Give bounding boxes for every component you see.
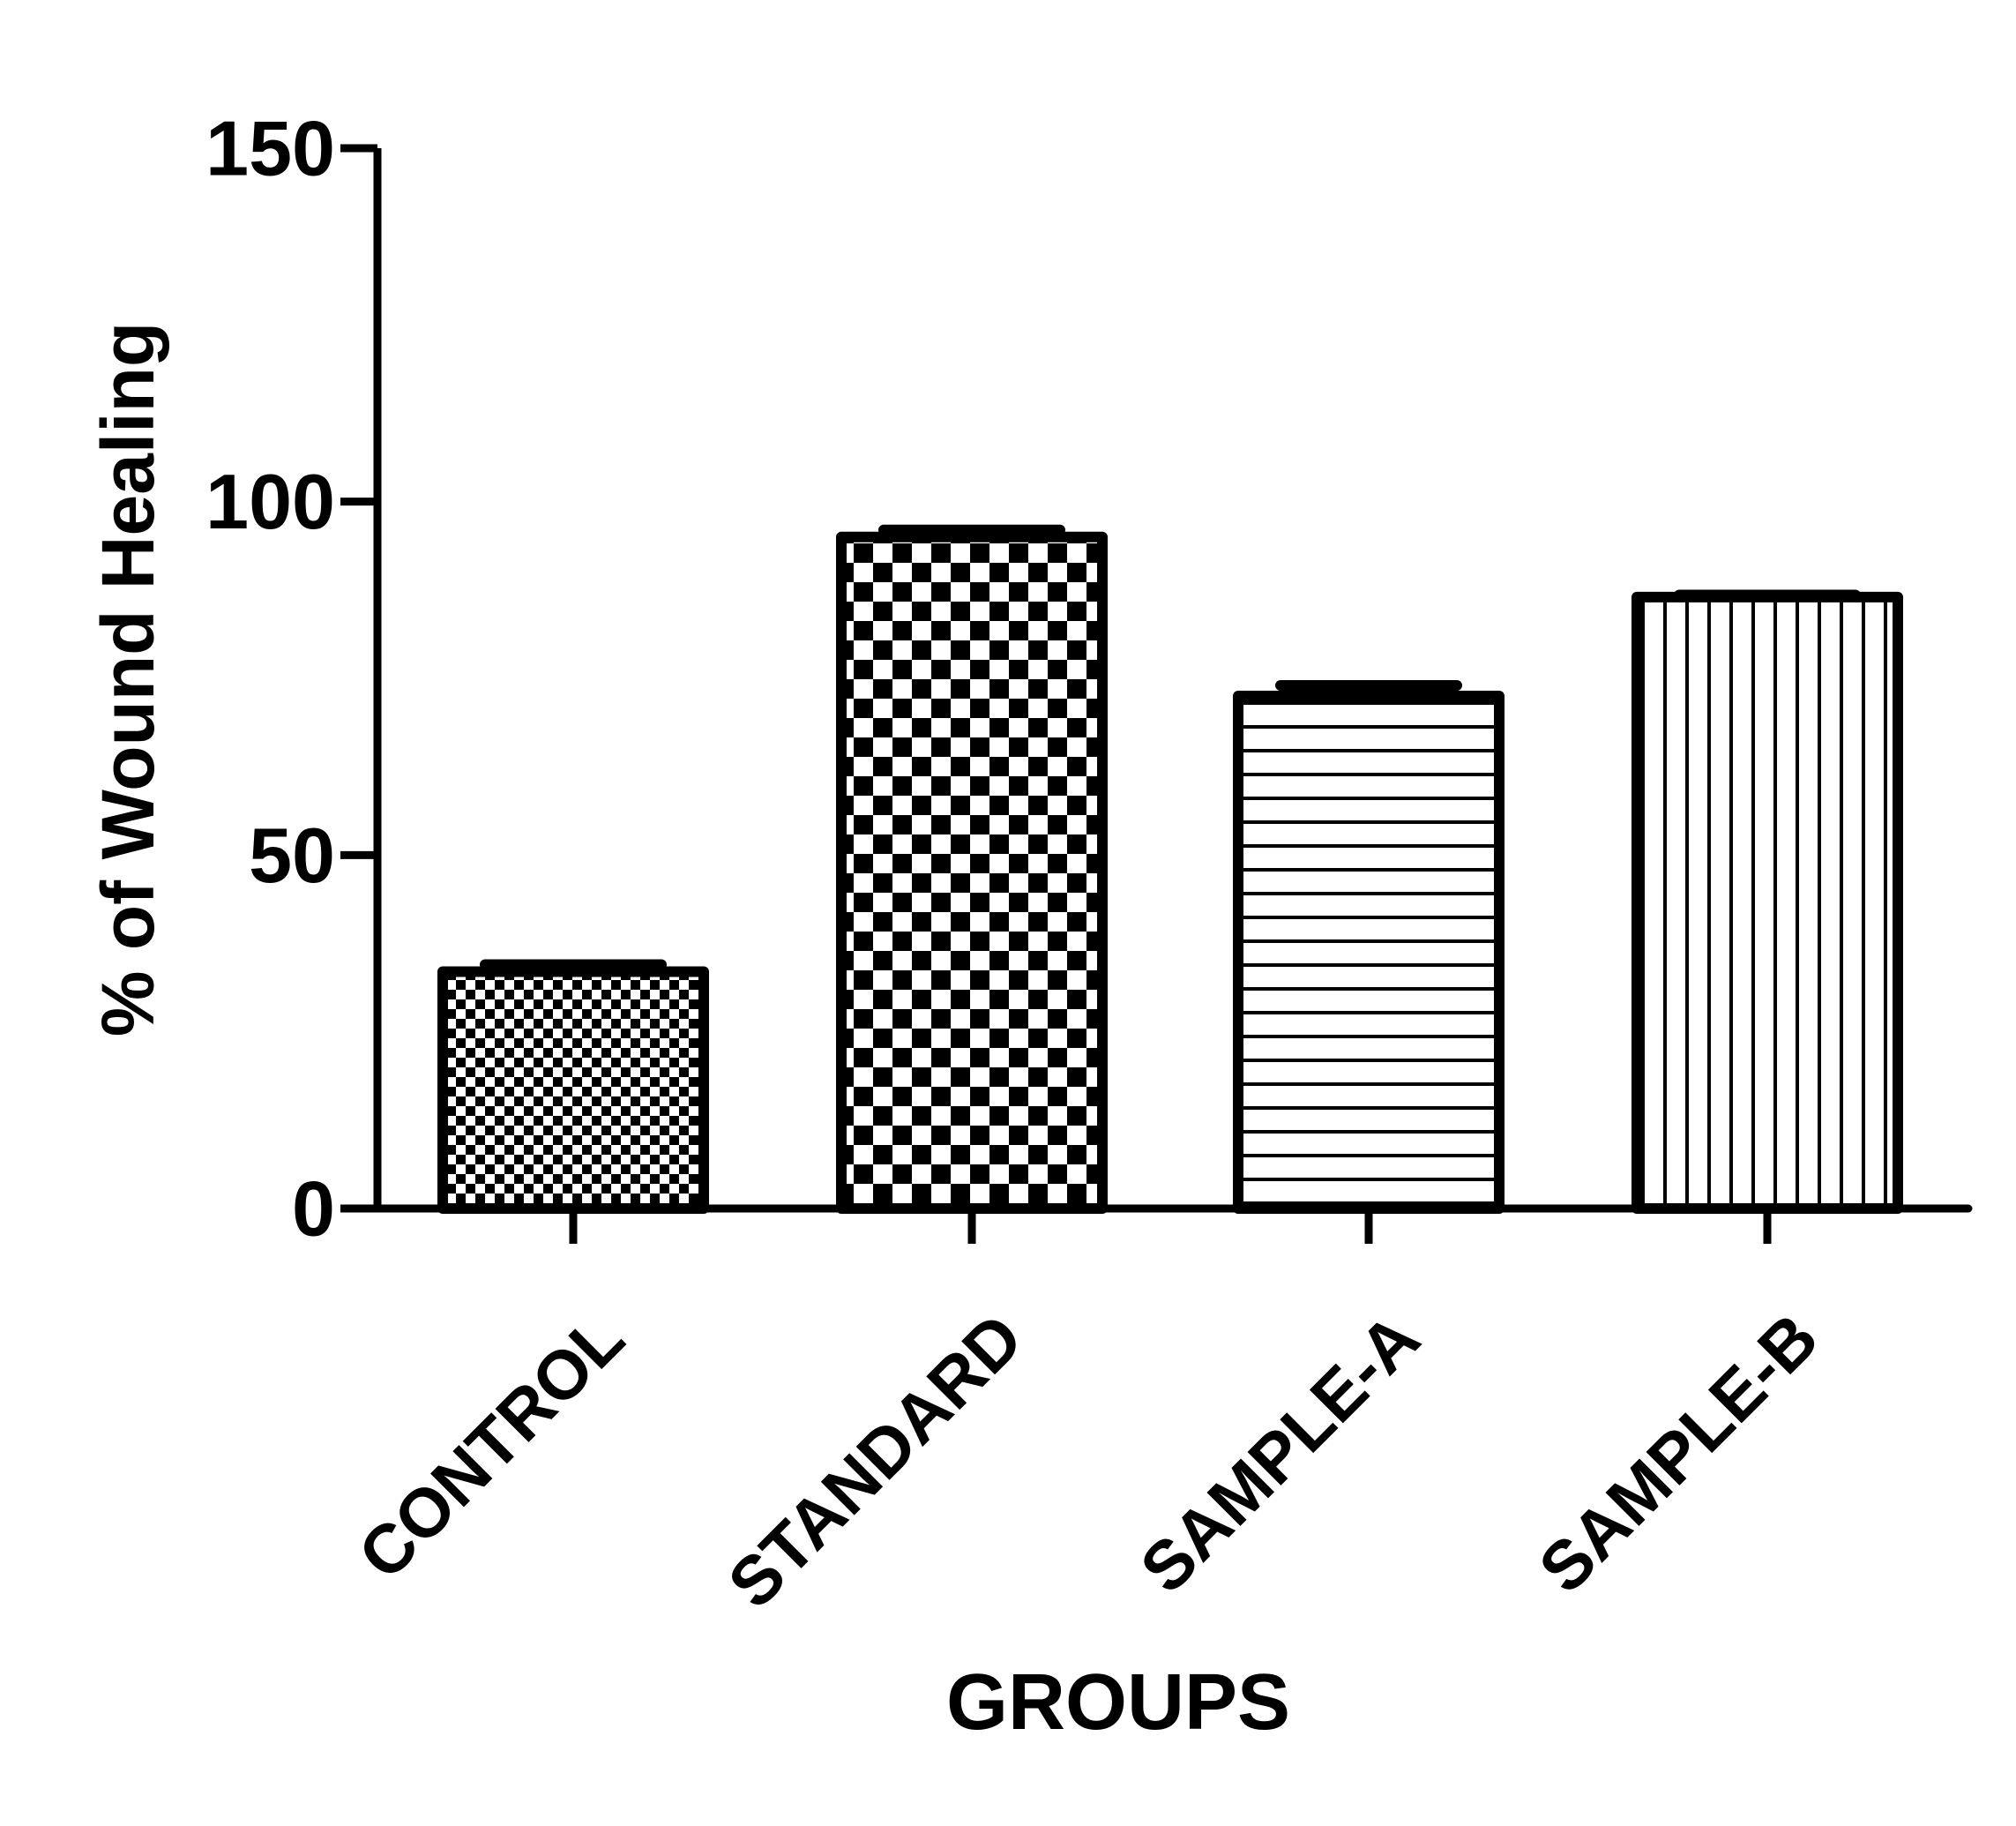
y-tick-label: 150 [205,105,335,192]
bar-control [437,966,709,1214]
y-axis-title: % of Wound Healing [86,322,169,1036]
axes-layer [340,144,1973,1244]
bar-standard [836,531,1108,1214]
bars-layer [437,531,1903,1214]
y-tick-label: 50 [249,812,335,899]
y-tick-label: 0 [292,1165,335,1253]
y-tick-label: 100 [205,458,335,545]
x-tick-label: CONTROL [343,1298,638,1594]
x-tick-label: SAMPLE-B [1524,1298,1833,1607]
x-tick-label: SAMPLE-A [1125,1298,1434,1607]
x-tick-label: STANDARD [713,1298,1038,1623]
bar-sample-a [1233,691,1505,1214]
bar-sample-b [1631,591,1903,1214]
error-bars-layer [480,524,1861,972]
x-axis-title: GROUPS [946,1658,1290,1747]
